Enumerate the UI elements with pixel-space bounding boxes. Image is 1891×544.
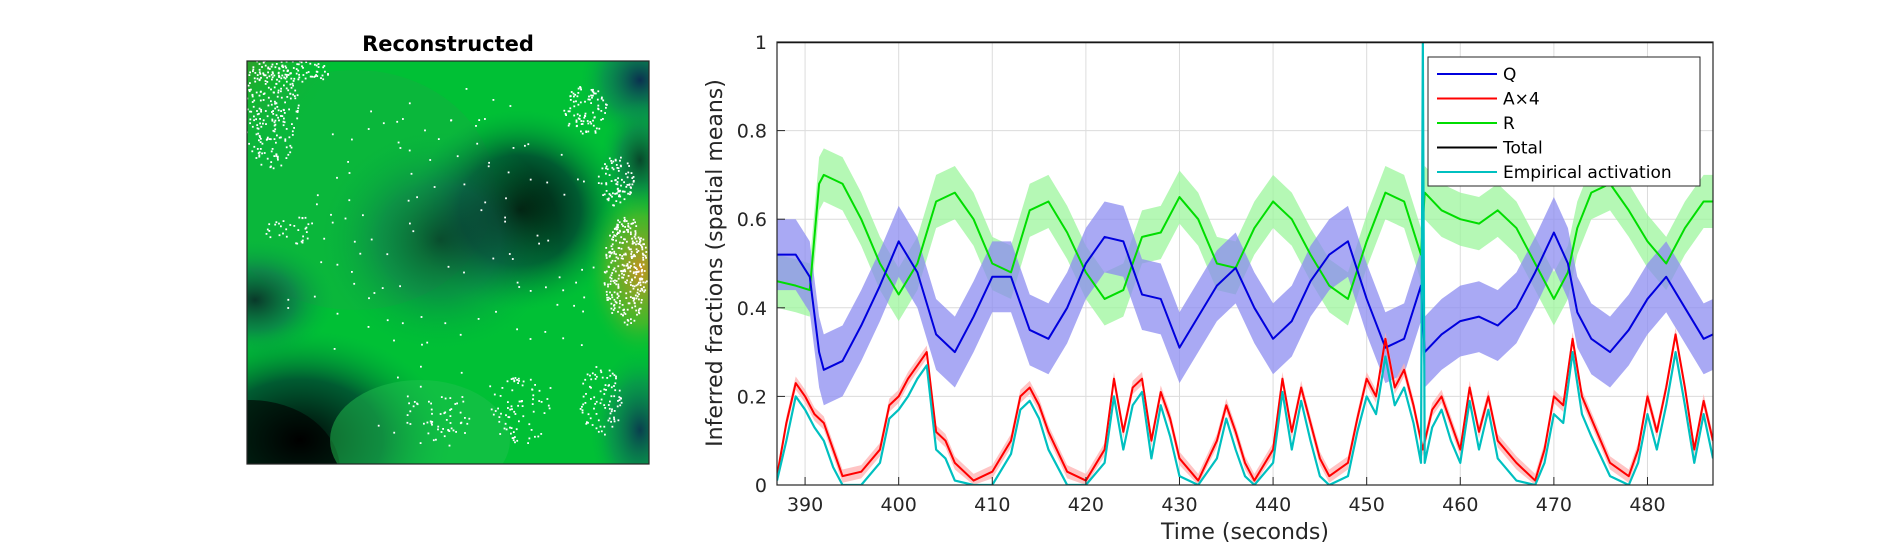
x-axis-ticks: 390 400 410 420 430 440 450 460 470 480 (787, 477, 1666, 516)
map-frame (246, 60, 650, 465)
series-line-a (777, 333, 1713, 482)
legend-label-4: Empirical activation (1503, 163, 1672, 183)
series-line-r (777, 173, 1713, 300)
x-tick-label-8: 470 (1536, 494, 1572, 516)
map-spike-dots (247, 61, 648, 447)
y-tick-label-5: 1 (755, 32, 767, 54)
y-tick-label-1: 0.2 (737, 386, 767, 408)
x-tick-label-3: 420 (1068, 494, 1104, 516)
legend: Q A×4 R Total Empirical activation (1427, 56, 1701, 187)
x-tick-label-5: 440 (1255, 494, 1291, 516)
a-confidence-band (777, 327, 1713, 485)
x-tick-label-2: 410 (974, 494, 1010, 516)
x-tick-label-4: 430 (1161, 494, 1197, 516)
legend-label-0: Q (1503, 65, 1516, 85)
y-axis-label: Inferred fractions (spatial means) (703, 79, 728, 447)
y-axis-ticks: 0 0.2 0.4 0.6 0.8 1 (737, 32, 785, 497)
x-axis-label: Time (seconds) (1160, 520, 1329, 544)
legend-label-3: Total (1502, 139, 1543, 159)
series-layer (777, 42, 1713, 485)
series-line-empirical-activation (777, 42, 1713, 485)
x-tick-label-0: 390 (787, 494, 823, 516)
plot-frame (776, 41, 1714, 486)
legend-box (1427, 56, 1701, 187)
x-tick-label-7: 460 (1442, 494, 1478, 516)
x-tick-label-9: 480 (1629, 494, 1665, 516)
x-tick-label-6: 450 (1349, 494, 1385, 516)
legend-label-2: R (1503, 114, 1515, 134)
legend-label-1: A×4 (1503, 90, 1540, 110)
series-line-q (777, 231, 1713, 371)
y-tick-label-4: 0.8 (737, 121, 767, 143)
map-title: Reconstructed (362, 32, 534, 56)
time-series-plot: 390 400 410 420 430 440 450 460 470 480 0 0.2 0.4 0.… (703, 32, 1714, 544)
y-tick-label-2: 0.4 (737, 298, 767, 320)
y-tick-label-0: 0 (755, 475, 767, 497)
map-heat-field (247, 61, 649, 464)
reconstructed-map: Reconstructed (246, 32, 650, 465)
y-tick-label-3: 0.6 (737, 209, 767, 231)
q-confidence-band (777, 197, 1713, 406)
x-tick-label-1: 400 (881, 494, 917, 516)
